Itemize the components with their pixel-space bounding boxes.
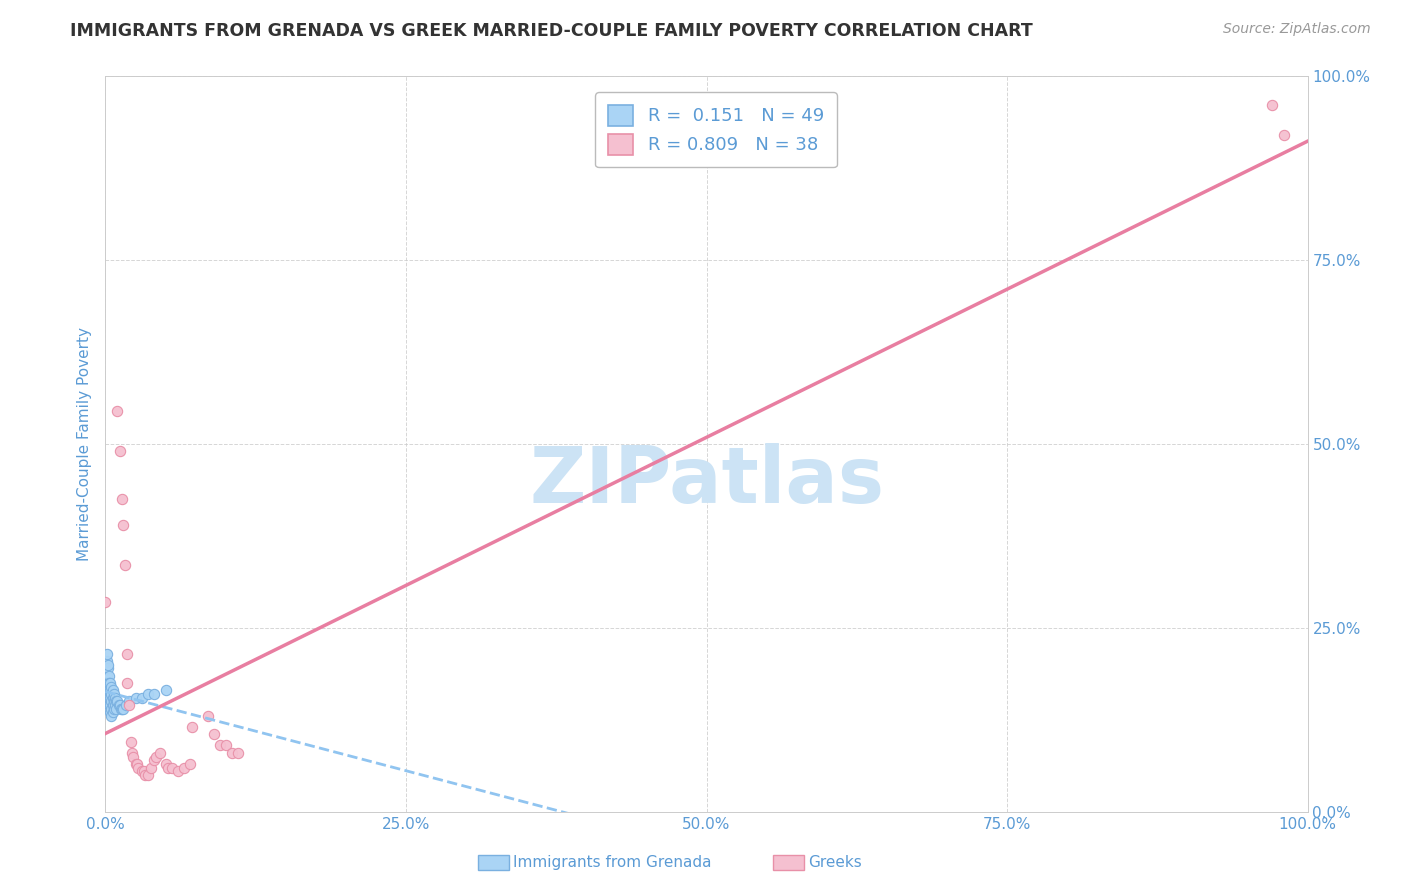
Point <box>101 698 124 712</box>
Point <box>94 595 117 609</box>
Point <box>127 760 149 774</box>
Point <box>197 709 219 723</box>
Point <box>112 701 135 715</box>
Point <box>118 694 141 708</box>
Point <box>208 739 231 753</box>
Point <box>160 760 183 774</box>
Y-axis label: Married-Couple Family Poverty: Married-Couple Family Poverty <box>76 326 91 561</box>
Point <box>226 746 249 760</box>
Point <box>202 727 225 741</box>
Point <box>96 676 118 690</box>
Text: IMMIGRANTS FROM GRENADA VS GREEK MARRIED-COUPLE FAMILY POVERTY CORRELATION CHART: IMMIGRANTS FROM GRENADA VS GREEK MARRIED… <box>70 22 1033 40</box>
Point <box>111 701 134 715</box>
Point <box>112 517 135 532</box>
Point <box>103 687 125 701</box>
Point <box>156 760 179 774</box>
Point <box>98 690 121 705</box>
Point <box>107 698 129 712</box>
Point <box>100 709 122 723</box>
Point <box>108 698 131 712</box>
Point <box>115 698 138 712</box>
Point <box>105 701 128 715</box>
Point <box>181 720 204 734</box>
Point <box>104 698 127 712</box>
Point <box>111 491 134 506</box>
Point <box>1260 98 1282 112</box>
Point <box>105 694 128 708</box>
Point <box>124 690 146 705</box>
Point <box>145 749 167 764</box>
Point <box>101 706 124 720</box>
Point <box>179 756 201 771</box>
Point <box>115 647 138 661</box>
Text: Greeks: Greeks <box>808 855 862 870</box>
Point <box>142 687 165 701</box>
Point <box>124 756 146 771</box>
Point <box>101 690 124 705</box>
Point <box>108 444 131 458</box>
Point <box>96 654 118 668</box>
Point <box>1272 128 1295 142</box>
Point <box>101 683 124 698</box>
Point <box>132 764 155 779</box>
Point <box>114 558 136 573</box>
Point <box>100 701 122 715</box>
Point <box>98 706 121 720</box>
Point <box>131 764 153 779</box>
Point <box>97 683 120 698</box>
Point <box>94 661 117 675</box>
Point <box>121 746 143 760</box>
Point <box>104 690 127 705</box>
Point <box>214 739 236 753</box>
Point <box>155 683 177 698</box>
Point <box>97 690 120 705</box>
Point <box>134 768 156 782</box>
Point <box>120 735 142 749</box>
Point <box>98 683 121 698</box>
Legend: R =  0.151   N = 49, R = 0.809   N = 38: R = 0.151 N = 49, R = 0.809 N = 38 <box>595 92 837 168</box>
Point <box>100 687 122 701</box>
Point <box>107 694 129 708</box>
Point <box>122 749 145 764</box>
Point <box>97 661 120 675</box>
Point <box>110 701 132 715</box>
Point <box>98 668 121 682</box>
Point <box>221 746 243 760</box>
Point <box>118 698 141 712</box>
Point <box>97 657 120 672</box>
Point <box>98 676 121 690</box>
Point <box>96 668 118 682</box>
Text: Source: ZipAtlas.com: Source: ZipAtlas.com <box>1223 22 1371 37</box>
Point <box>131 690 153 705</box>
Point <box>103 701 125 715</box>
Point <box>173 760 195 774</box>
Point <box>142 753 165 767</box>
Point <box>166 764 188 779</box>
Point <box>98 683 121 698</box>
Point <box>125 756 148 771</box>
Point <box>155 756 177 771</box>
Point <box>98 698 121 712</box>
Point <box>136 687 159 701</box>
Point <box>96 647 118 661</box>
Point <box>148 746 170 760</box>
Point <box>100 680 122 694</box>
Point <box>103 694 125 708</box>
Point <box>98 690 121 705</box>
Point <box>139 760 162 774</box>
Text: Immigrants from Grenada: Immigrants from Grenada <box>513 855 711 870</box>
Point <box>98 698 121 712</box>
Point <box>97 676 120 690</box>
Point <box>107 403 129 417</box>
Point <box>115 676 138 690</box>
Point <box>100 694 122 708</box>
Text: ZIPatlas: ZIPatlas <box>529 442 884 518</box>
Point <box>98 676 121 690</box>
Point <box>136 768 159 782</box>
